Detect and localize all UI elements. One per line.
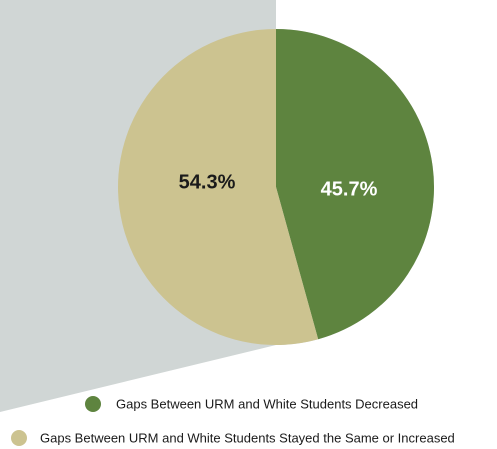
pie-value-labels: 45.7% 54.3% <box>179 171 378 200</box>
legend-label-stayed-same-or-increased: Gaps Between URM and White Students Stay… <box>40 430 455 445</box>
pie-slice-stayed-same-or-increased <box>118 29 319 345</box>
legend-marker-decreased <box>85 396 101 412</box>
legend: Gaps Between URM and White Students Decr… <box>11 396 455 446</box>
pie-slice-decreased <box>276 29 435 340</box>
pie-value-label-stayed-same-or-increased: 54.3% <box>179 171 236 193</box>
legend-label-decreased: Gaps Between URM and White Students Decr… <box>116 396 418 411</box>
pie-value-label-decreased: 45.7% <box>321 178 378 200</box>
pie-slices <box>118 29 435 345</box>
legend-marker-stayed-same-or-increased <box>11 430 27 446</box>
